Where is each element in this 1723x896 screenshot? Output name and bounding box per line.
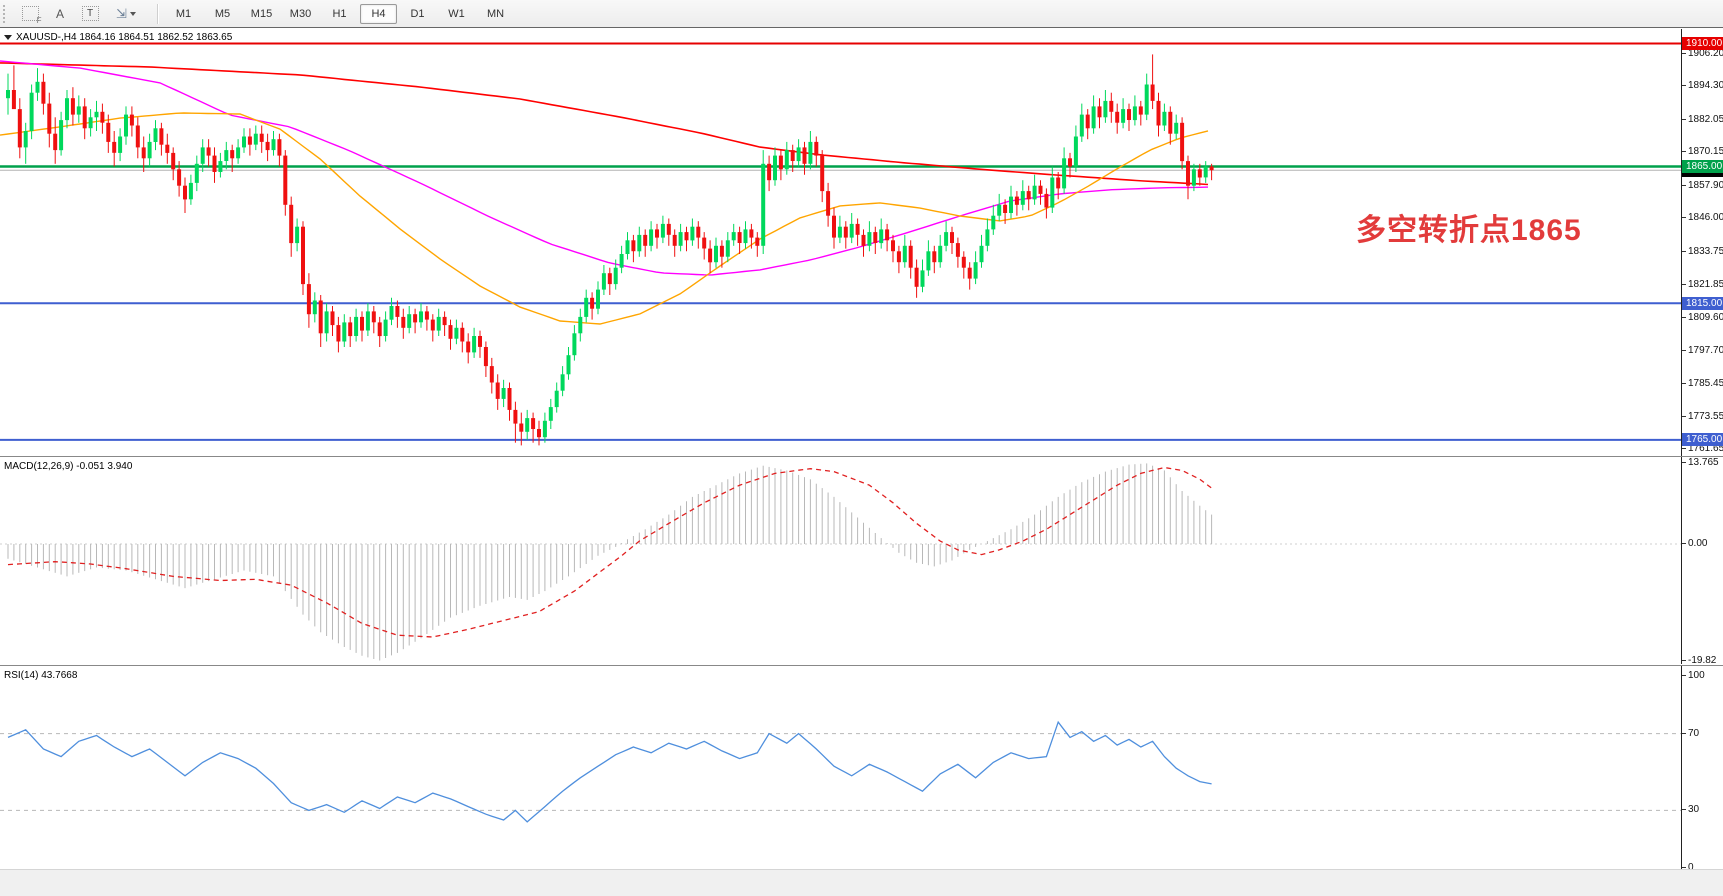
price-badge-1765.00: 1765.00 [1682,433,1723,447]
new-window-grid-icon[interactable]: F [16,2,44,26]
macd-signal-line [7,466,1212,638]
macd-axis[interactable]: 13.765 0.00 -19.82 [1681,457,1723,666]
candles-layer [6,54,1214,446]
toolbar-drag-handle[interactable] [3,4,11,23]
price-axis-label: 1785.45 [1681,378,1723,390]
font-a-icon[interactable]: A [55,6,64,21]
tf-button-H4[interactable]: H4 [360,3,397,24]
tf-button-M1[interactable]: M1 [175,7,192,20]
price-axis-label: 1809.60 [1681,311,1723,323]
macd-label: MACD(12,26,9) -0.051 3.940 [4,461,133,472]
macd-panel: MACD(12,26,9) -0.051 3.940 13.765 0.00 -19… [0,456,1723,666]
ma-red-line [0,62,1209,186]
tf-button-MN[interactable]: MN [486,7,505,20]
ma-orange-line [0,112,1209,325]
rsi-panel: RSI(14) 43.7668 100 70 30 0 [0,665,1723,873]
grid-glyph: F [21,6,42,25]
price-axis-label: 1870.15 [1681,146,1723,158]
price-axis-label: 1773.55 [1681,410,1723,422]
rsi-label: RSI(14) 43.7668 [4,670,78,681]
tf-button-M5[interactable]: M5 [214,7,231,20]
tf-button-M15[interactable]: M15 [250,7,273,20]
chart-window: XAUUSD-,H4 1864.16 1864.51 1862.52 1863.… [0,27,1723,896]
diagonal-arrows-glyph: ⇲ [116,5,127,21]
price-axis-label: 1761.65 [1681,443,1723,455]
main-chart-panel: XAUUSD-,H4 1864.16 1864.51 1862.52 1863.… [0,29,1723,456]
dropdown-caret-icon[interactable] [129,11,136,16]
macd-axis-label: -19.82 [1681,654,1717,666]
price-chart-canvas[interactable] [0,29,1682,456]
price-axis-label: 1846.00 [1681,212,1723,224]
price-axis-label: 1906.20 [1681,47,1723,59]
rsi-axis-label: 0 [1682,862,1694,873]
status-strip [0,869,1723,896]
chart-annotation-text[interactable]: 多空转折点1865 [1356,214,1582,247]
rsi-axis-label: 70 [1681,727,1700,739]
chart-title: XAUUSD-,H4 1864.16 1864.51 1862.52 1863.… [4,32,232,43]
price-axis-label: 1821.85 [1681,278,1723,290]
macd-axis-label: 13.765 [1682,457,1719,468]
price-axis-label: 1833.75 [1681,245,1723,257]
price-axis[interactable]: 1906.20 1894.30 1882.05 1870.15 1857.90 1846.… [1681,29,1723,456]
tf-button-M30[interactable]: M30 [289,7,312,20]
ma-magenta-line [0,60,1209,276]
rsi-line [7,720,1212,823]
price-axis-label: 1894.30 [1681,80,1723,92]
timeframe-bar: M1 M5 M15 M30 H1 H4 D1 W1 MN [164,3,515,24]
collapse-triangle-icon[interactable] [4,35,12,40]
macd-histogram [7,463,1213,661]
tf-button-H1[interactable]: H1 [332,7,347,20]
price-badge-1865.00: 1865.00 [1682,160,1723,174]
rsi-axis-label: 100 [1682,670,1705,681]
price-axis-label: 1857.90 [1681,179,1723,191]
macd-canvas[interactable] [0,457,1682,664]
rsi-axis-label: 30 [1681,804,1700,816]
tf-button-D1[interactable]: D1 [410,7,425,20]
rsi-axis[interactable]: 100 70 30 0 [1681,666,1723,873]
price-axis-label: 1882.05 [1681,113,1723,125]
price-badge-1815.00: 1815.00 [1682,296,1723,310]
tf-button-W1[interactable]: W1 [448,7,465,20]
macd-axis-label: 0.00 [1681,538,1708,549]
textbox-t-icon[interactable]: T [76,2,104,26]
chart-toolbar: F A T ⇲ M1 M5 M15 M30 H1 H4 D1 W1 MN [0,0,1723,28]
toolbar-separator [157,3,158,24]
rsi-canvas[interactable] [0,666,1682,870]
cycles-arrows-icon[interactable]: ⇲ [106,2,146,26]
price-badge-1910.00: 1910.00 [1682,37,1723,50]
price-axis-label: 1797.70 [1681,344,1723,356]
